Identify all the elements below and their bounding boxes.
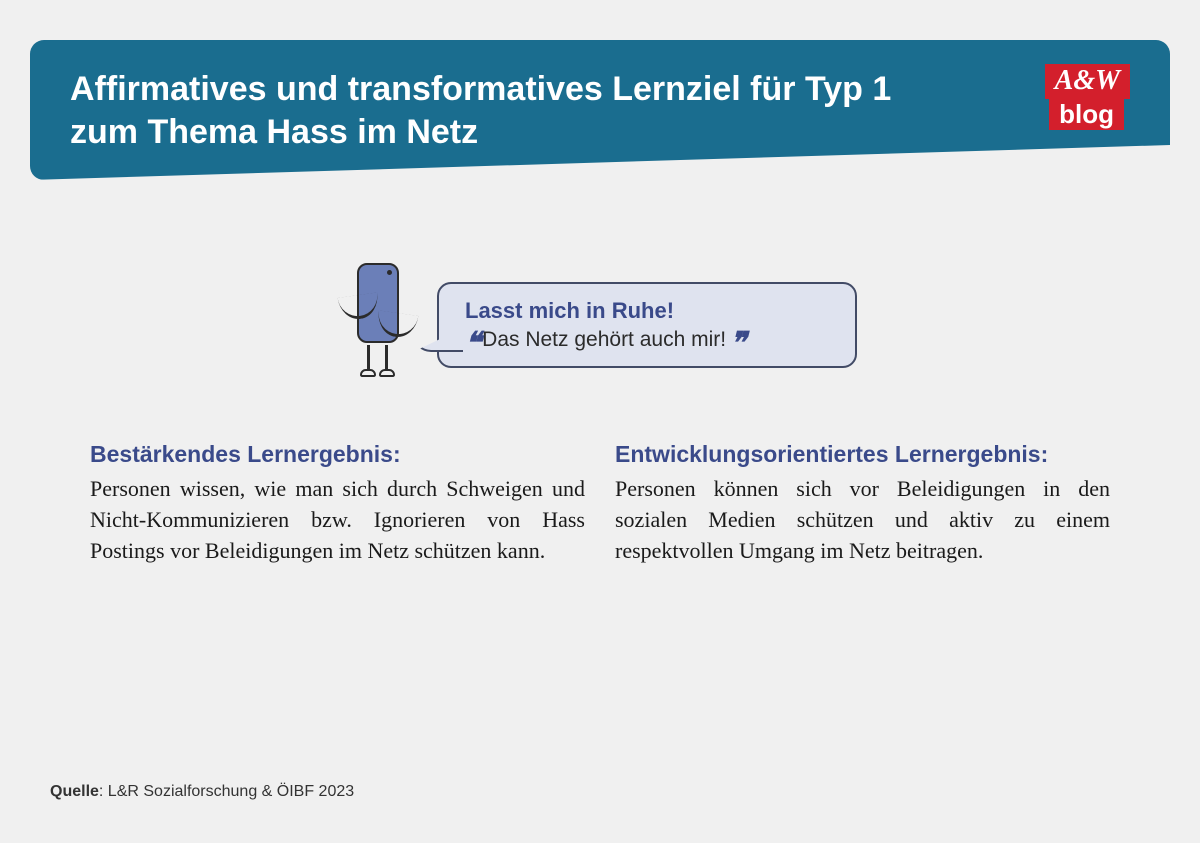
speech-line-2-wrap: ❝ Das Netz gehört auch mir! ❞ <box>465 328 829 352</box>
title-line-2: zum Thema Hass im Netz <box>70 113 478 151</box>
foot-left-icon <box>360 369 376 377</box>
speech-bubble-wrap: Lasst mich in Ruhe! ❝ Das Netz gehört au… <box>437 282 857 368</box>
page-title: Affirmatives und transformatives Lernzie… <box>70 68 891 153</box>
left-column: Bestärkendes Lernergebnis: Personen wiss… <box>90 441 585 566</box>
content-area: Lasst mich in Ruhe! ❝ Das Netz gehört au… <box>90 255 1110 566</box>
left-heading: Bestärkendes Lernergebnis: <box>90 441 585 468</box>
right-body: Personen können sich vor Beleidigungen i… <box>615 474 1110 566</box>
illustration-row: Lasst mich in Ruhe! ❝ Das Netz gehört au… <box>90 255 1110 395</box>
right-heading: Entwicklungsorientiertes Lernergebnis: <box>615 441 1110 468</box>
speech-line-1: Lasst mich in Ruhe! <box>465 298 829 324</box>
source-label: Quelle <box>50 783 99 800</box>
source-text: : L&R Sozialforschung & ÖIBF 2023 <box>99 783 354 800</box>
logo: A&W blog <box>1045 64 1130 130</box>
header-banner: Affirmatives und transformatives Lernzie… <box>30 40 1170 180</box>
source-footer: Quelle: L&R Sozialforschung & ÖIBF 2023 <box>50 783 354 801</box>
phone-character-icon <box>343 255 413 395</box>
columns: Bestärkendes Lernergebnis: Personen wiss… <box>90 441 1110 566</box>
quote-close-icon: ❞ <box>730 335 743 353</box>
speech-line-2: Das Netz gehört auch mir! <box>482 328 726 352</box>
right-column: Entwicklungsorientiertes Lernergebnis: P… <box>615 441 1110 566</box>
quote-open-icon: ❝ <box>465 335 478 353</box>
foot-right-icon <box>379 369 395 377</box>
left-body: Personen wissen, wie man sich durch Schw… <box>90 474 585 566</box>
phone-camera-dot <box>387 270 392 275</box>
logo-bottom: blog <box>1049 98 1124 131</box>
logo-top: A&W <box>1045 64 1130 99</box>
speech-bubble: Lasst mich in Ruhe! ❝ Das Netz gehört au… <box>437 282 857 368</box>
title-line-1: Affirmatives und transformatives Lernzie… <box>70 70 891 108</box>
